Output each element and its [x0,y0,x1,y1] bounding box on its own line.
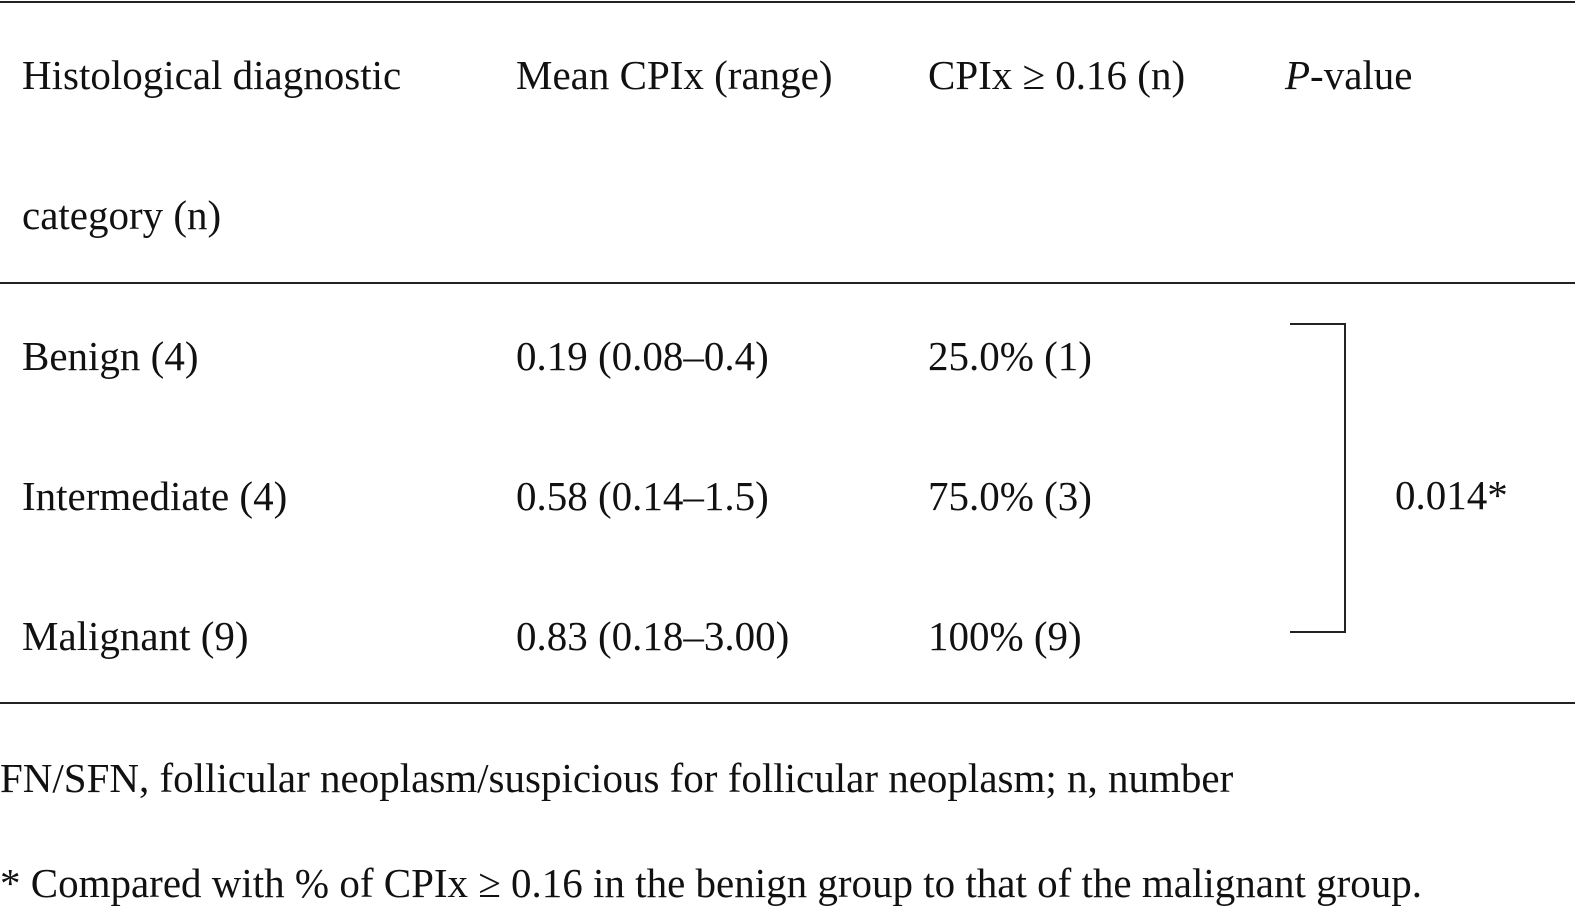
header-cell: CPIx ≥ 0.16 (n) [928,52,1186,98]
table-cell: 0.83 (0.18–3.00) [516,613,790,659]
table-cell: Benign (4) [22,333,199,379]
top-rule [0,1,1575,3]
table-cell: Intermediate (4) [22,473,288,519]
table-cell: 100% (9) [928,613,1082,659]
header-text: -value [1310,52,1413,98]
header-italic: P [1285,52,1311,98]
table-cell: Malignant (9) [22,613,249,659]
bottom-rule [0,702,1575,704]
table-cell: 75.0% (3) [928,473,1092,519]
header-rule [0,282,1575,284]
header-cell: category (n) [22,192,222,238]
footnote: * Compared with % of CPIx ≥ 0.16 in the … [0,860,1422,906]
header-cell: Histological diagnostic [22,52,402,98]
footnote: FN/SFN, follicular neoplasm/suspicious f… [0,755,1234,801]
table-cell: 25.0% (1) [928,333,1092,379]
table-cell: 0.19 (0.08–0.4) [516,333,769,379]
p-value: 0.014* [1395,472,1508,518]
header-cell: P-value [1285,50,1413,100]
table-cell: 0.58 (0.14–1.5) [516,473,769,519]
header-cell: Mean CPIx (range) [516,52,833,98]
